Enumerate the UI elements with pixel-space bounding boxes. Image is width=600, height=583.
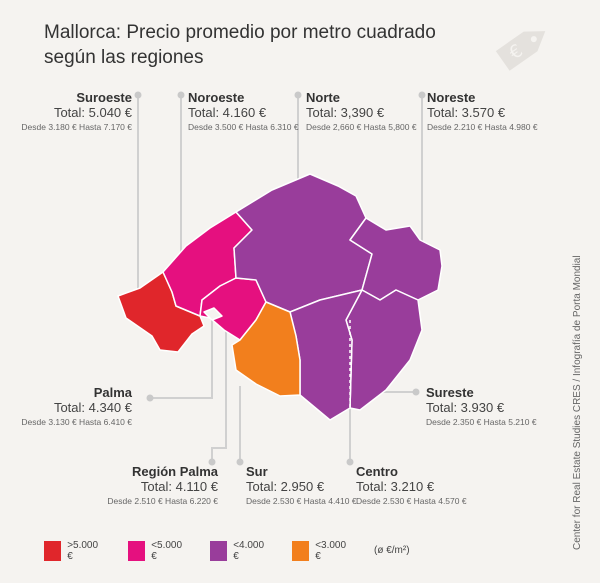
region-label-palma: Palma Total: 4.340 € Desde 3.130 € Hasta… xyxy=(21,385,132,429)
region-shape-sur xyxy=(231,301,301,397)
region-name: Palma xyxy=(93,385,132,400)
region-range: Desde 3.180 € Hasta 7.170 € xyxy=(21,122,132,132)
region-label-noreste: Noreste Total: 3.570 € Desde 2.210 € Has… xyxy=(427,90,538,134)
region-name: Norte xyxy=(306,90,340,105)
legend-item: <3.000 € xyxy=(292,540,349,562)
region-label-sureste: Sureste Total: 3.930 € Desde 2.350 € Has… xyxy=(426,385,537,429)
region-label-suroeste: Suroeste Total: 5.040 € Desde 3.180 € Ha… xyxy=(21,90,132,134)
legend-item: <5.000 € xyxy=(128,540,185,562)
region-range: Desde 2.350 € Hasta 5.210 € xyxy=(426,417,537,427)
region-range: Desde 3.130 € Hasta 6.410 € xyxy=(21,417,132,427)
region-total: Total: 4.110 € xyxy=(140,479,218,494)
region-range: Desde 2.510 € Hasta 6.220 € xyxy=(107,496,218,506)
region-name: Centro xyxy=(356,464,398,479)
region-total: Total: 4.160 € xyxy=(188,105,267,120)
region-name: Noroeste xyxy=(188,90,245,105)
leader-dots xyxy=(134,91,426,466)
credit-label: Center for Real Estate Studies CRES / In… xyxy=(572,255,583,550)
region-total: Total: 3,390 € xyxy=(306,105,385,120)
region-name: Sur xyxy=(246,464,268,479)
legend-label: <3.000 € xyxy=(315,540,347,562)
legend-label: >5.000 € xyxy=(67,540,99,562)
legend-label: <5.000 € xyxy=(151,540,183,562)
legend-swatch-orange xyxy=(292,541,310,561)
region-name: Suroeste xyxy=(76,90,132,105)
region-shape-noreste xyxy=(349,217,443,301)
legend-swatch-purple xyxy=(210,541,228,561)
region-range: Desde 2.530 € Hasta 4.410 € xyxy=(246,496,357,506)
region-name: Noreste xyxy=(427,90,476,105)
legend-label: <4.000 € xyxy=(233,540,265,562)
legend-item: >5.000 € xyxy=(44,540,101,562)
region-label-centro: Centro Total: 3.210 € Desde 2.530 € Hast… xyxy=(356,464,467,508)
region-label-norte: Norte Total: 3,390 € Desde 2,660 € Hasta… xyxy=(306,90,417,134)
legend-unit: (ø €/m²) xyxy=(374,545,410,556)
region-name: Sureste xyxy=(426,385,474,400)
region-total: Total: 3.930 € xyxy=(426,400,505,415)
region-range: Desde 2.530 € Hasta 4.570 € xyxy=(356,496,467,506)
legend-swatch-red xyxy=(44,541,62,561)
region-range: Desde 2.210 € Hasta 4.980 € xyxy=(427,122,538,132)
region-range: Desde 3.500 € Hasta 6.310 € xyxy=(188,122,299,132)
region-total: Total: 3.570 € xyxy=(427,105,506,120)
region-label-noroeste: Noroeste Total: 4.160 € Desde 3.500 € Ha… xyxy=(188,90,299,134)
legend-swatch-pink xyxy=(128,541,146,561)
region-name: Región Palma xyxy=(132,464,218,479)
euro-price-tag-icon: € xyxy=(495,31,546,71)
region-range: Desde 2,660 € Hasta 5,800 € xyxy=(306,122,417,132)
region-total: Total: 4.340 € xyxy=(53,400,132,415)
credit-text: Center for Real Estate Studies CRES / In… xyxy=(570,240,588,550)
region-total: Total: 3.210 € xyxy=(356,479,435,494)
region-total: Total: 5.040 € xyxy=(53,105,132,120)
map-title: Mallorca: Precio promedio por metro cuad… xyxy=(44,22,436,68)
region-label-region-palma: Región Palma Total: 4.110 € Desde 2.510 … xyxy=(107,464,218,508)
legend-item: <4.000 € xyxy=(210,540,267,562)
region-label-sur: Sur Total: 2.950 € Desde 2.530 € Hasta 4… xyxy=(246,464,357,508)
region-shape-palma xyxy=(203,307,223,321)
region-total: Total: 2.950 € xyxy=(246,479,325,494)
